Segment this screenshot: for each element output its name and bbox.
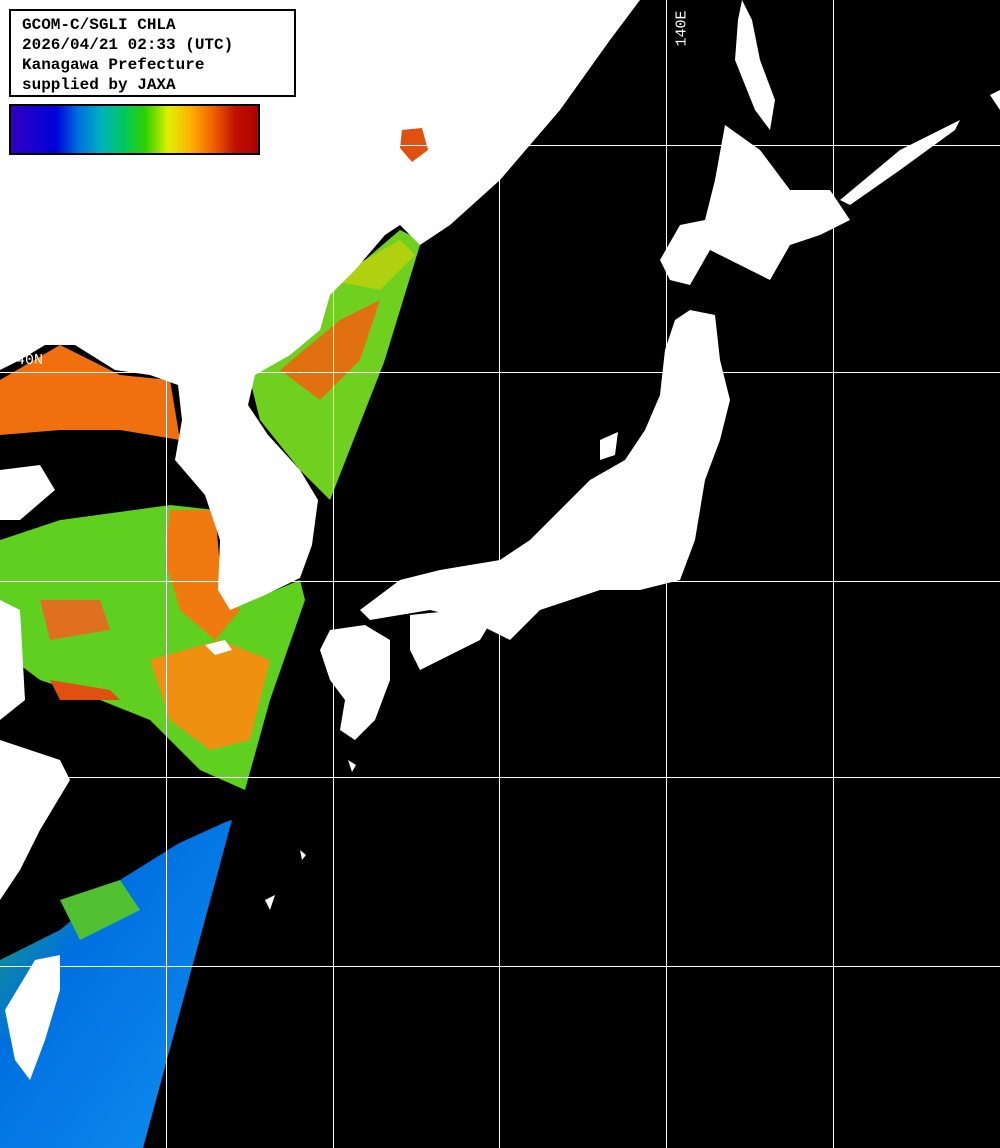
title-line-product: GCOM-C/SGLI CHLA [22, 16, 176, 34]
land-kyushu [320, 625, 390, 740]
data-east-china-sea [0, 820, 232, 1148]
land-taiwan [5, 955, 60, 1080]
title-box: GCOM-C/SGLI CHLA 2026/04/21 02:33 (UTC) … [9, 9, 296, 97]
title-line-datetime: 2026/04/21 02:33 (UTC) [22, 36, 234, 54]
chla-colorbar [9, 104, 260, 155]
land-shikoku [410, 610, 495, 670]
title-line-credit: supplied by JAXA [22, 76, 176, 94]
chlorophyll-swath [0, 230, 430, 1148]
land-sado [600, 432, 618, 460]
no-data-cloud [0, 700, 230, 920]
data-patch [280, 300, 380, 400]
data-bohai [0, 345, 180, 440]
land-sakhalin [735, 0, 775, 130]
land-ryukyu [265, 760, 356, 910]
data-patch [150, 640, 270, 750]
data-patch [330, 240, 415, 290]
data-patch [50, 680, 120, 700]
lat-label-40n: 40N [16, 352, 44, 369]
lon-label-140e: 140E [673, 10, 691, 47]
land-hokkaido [660, 125, 850, 285]
data-patch [40, 600, 110, 640]
data-patch [165, 510, 240, 640]
land-honshu [360, 310, 730, 640]
land-kurils [840, 90, 1000, 205]
data-patch [60, 880, 140, 940]
land-china-coast [0, 465, 70, 900]
lat-label-30n: 30N [16, 758, 44, 775]
no-data-cloud [0, 440, 200, 540]
title-line-region: Kanagawa Prefecture [22, 56, 205, 74]
land-jeju [205, 640, 232, 655]
